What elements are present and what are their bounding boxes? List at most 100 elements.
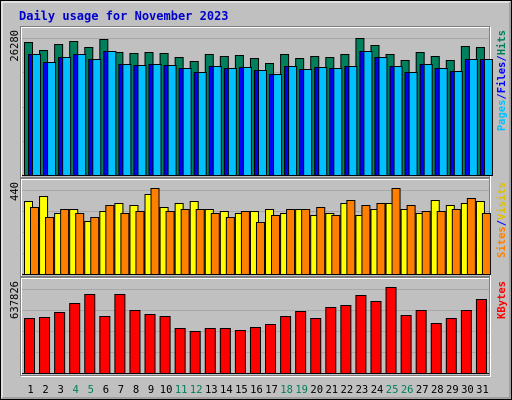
day-tick-23: 23 <box>356 384 369 396</box>
sites-bar <box>406 205 416 275</box>
kbytes-bar <box>400 315 412 374</box>
pages-bar <box>32 54 41 176</box>
pages-bar <box>393 66 403 176</box>
sites-bar <box>225 217 235 275</box>
pages-bar <box>242 67 252 176</box>
pages-bar <box>152 64 162 176</box>
day-tick-28: 28 <box>431 384 444 396</box>
kbytes-bar <box>280 316 292 374</box>
kbytes-bar <box>355 295 367 374</box>
pages-bar <box>137 65 147 176</box>
sites-bar <box>255 222 265 275</box>
pages-bar <box>453 71 463 176</box>
day-tick-25: 25 <box>386 384 399 396</box>
sites-bar <box>421 211 431 275</box>
kbytes-bar <box>430 323 442 374</box>
day-tick-7: 7 <box>118 384 124 396</box>
sites-bar <box>75 213 85 275</box>
kbytes-bar <box>445 318 457 374</box>
series-sites <box>30 188 491 275</box>
kbytes-bar <box>39 317 51 374</box>
legend-slash: / <box>496 93 508 99</box>
kbytes-bar <box>460 310 472 374</box>
pages-bar <box>92 59 102 176</box>
sites-bar <box>105 205 115 275</box>
legend-files: Files <box>496 62 508 94</box>
legend-hits: Hits <box>496 30 508 55</box>
sites-bar <box>30 207 39 275</box>
day-tick-29: 29 <box>446 384 459 396</box>
day-tick-13: 13 <box>205 384 218 396</box>
day-tick-15: 15 <box>235 384 248 396</box>
day-tick-2: 2 <box>42 384 48 396</box>
sites-bar <box>120 213 130 275</box>
kbytes-bar <box>219 328 231 374</box>
sites-bar <box>451 209 461 275</box>
pages-bar <box>408 72 418 176</box>
pages-bar <box>212 66 222 176</box>
kbytes-bar <box>174 328 186 374</box>
sites-bar <box>466 198 476 275</box>
day-tick-18: 18 <box>280 384 293 396</box>
panel-kbytes: 637826 KBytes <box>9 277 508 377</box>
kbytes-bar <box>415 310 427 374</box>
day-tick-27: 27 <box>416 384 429 396</box>
legend-kbytes: KBytes <box>496 281 508 319</box>
sites-bar <box>271 215 281 275</box>
sites-bar <box>481 213 491 275</box>
kbytes-bar <box>340 305 352 374</box>
sites-bar <box>436 211 446 275</box>
legend-slash: / <box>496 220 508 226</box>
day-tick-9: 9 <box>148 384 154 396</box>
pages-bar <box>423 64 433 176</box>
day-tick-4: 4 <box>73 384 79 396</box>
kbytes-bar <box>325 307 337 374</box>
day-tick-1: 1 <box>27 384 33 396</box>
sites-bar <box>361 205 371 275</box>
kbytes-bar <box>370 301 382 374</box>
kbytes-bar <box>159 316 171 374</box>
pages-bar <box>47 62 57 176</box>
kbytes-bar <box>249 327 261 374</box>
sites-bar <box>45 217 55 275</box>
sites-bar <box>60 209 70 275</box>
day-tick-8: 8 <box>133 384 139 396</box>
chart-panels: 26280Pages/Files/Hits440Sites/Visits6378… <box>9 26 508 377</box>
sites-bar <box>90 217 100 275</box>
day-tick-21: 21 <box>325 384 338 396</box>
day-tick-3: 3 <box>57 384 63 396</box>
sites-bar <box>240 211 250 275</box>
pages-bar <box>318 67 328 176</box>
day-tick-30: 30 <box>461 384 474 396</box>
day-tick-26: 26 <box>401 384 414 396</box>
sites-bar <box>180 209 190 275</box>
pages-bar <box>333 68 343 176</box>
chart-title: Daily usage for November 2023 <box>19 9 229 23</box>
pages-bar <box>303 69 313 176</box>
kbytes-bar <box>295 311 307 374</box>
sites-bar <box>301 209 311 275</box>
kbytes-bar <box>69 303 81 374</box>
day-tick-20: 20 <box>310 384 323 396</box>
series-pages <box>32 51 493 176</box>
y-max-label: 440 <box>9 182 21 201</box>
day-tick-31: 31 <box>476 384 489 396</box>
sites-bar <box>210 213 220 275</box>
panel-highlight <box>21 278 491 377</box>
kbytes-bar <box>54 312 66 374</box>
day-tick-16: 16 <box>250 384 263 396</box>
panel-border <box>20 277 490 376</box>
sites-bar <box>391 188 401 275</box>
legend-pages: Pages <box>496 100 508 132</box>
kbytes-bar <box>114 294 126 374</box>
sites-bar <box>316 207 326 275</box>
series-kbytes <box>24 287 487 374</box>
kbytes-bar <box>475 299 487 374</box>
legend-sites: Sites <box>496 226 508 258</box>
sites-bar <box>346 200 356 275</box>
kbytes-bar <box>265 324 277 374</box>
y-max-label: 26280 <box>9 30 21 62</box>
